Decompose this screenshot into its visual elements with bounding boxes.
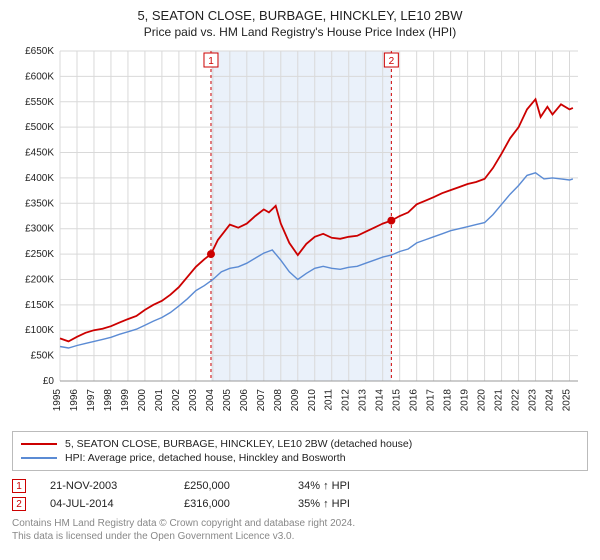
svg-text:2018: 2018 [443, 389, 454, 412]
legend-swatch [21, 457, 57, 459]
svg-text:£100K: £100K [25, 325, 54, 336]
svg-text:£150K: £150K [25, 300, 54, 311]
svg-text:2000: 2000 [137, 389, 148, 412]
svg-text:2020: 2020 [477, 389, 488, 412]
svg-text:£450K: £450K [25, 148, 54, 159]
svg-text:2002: 2002 [171, 389, 182, 412]
legend-label: 5, SEATON CLOSE, BURBAGE, HINCKLEY, LE10… [65, 438, 412, 450]
svg-text:2017: 2017 [426, 389, 437, 412]
title-address: 5, SEATON CLOSE, BURBAGE, HINCKLEY, LE10… [12, 8, 588, 23]
svg-text:£400K: £400K [25, 173, 54, 184]
svg-text:2024: 2024 [545, 389, 556, 412]
event-price: £316,000 [184, 498, 274, 510]
svg-text:2015: 2015 [392, 389, 403, 412]
svg-text:2004: 2004 [205, 389, 216, 412]
svg-text:1995: 1995 [52, 389, 63, 412]
title-subtitle: Price paid vs. HM Land Registry's House … [12, 25, 588, 39]
legend-swatch [21, 443, 57, 445]
svg-text:£200K: £200K [25, 274, 54, 285]
event-price: £250,000 [184, 480, 274, 492]
svg-text:1996: 1996 [69, 389, 80, 412]
svg-text:£350K: £350K [25, 198, 54, 209]
footer-line: This data is licensed under the Open Gov… [12, 530, 588, 543]
svg-text:£250K: £250K [25, 249, 54, 260]
svg-text:£600K: £600K [25, 71, 54, 82]
svg-text:£550K: £550K [25, 97, 54, 108]
svg-text:1998: 1998 [103, 389, 114, 412]
event-date: 21-NOV-2003 [50, 480, 160, 492]
svg-text:£300K: £300K [25, 224, 54, 235]
event-marker-icon: 2 [12, 497, 26, 511]
event-delta: 34% ↑ HPI [298, 480, 350, 492]
svg-text:1997: 1997 [86, 389, 97, 412]
title-block: 5, SEATON CLOSE, BURBAGE, HINCKLEY, LE10… [12, 8, 588, 39]
legend-label: HPI: Average price, detached house, Hinc… [65, 452, 346, 464]
svg-text:1999: 1999 [120, 389, 131, 412]
legend: 5, SEATON CLOSE, BURBAGE, HINCKLEY, LE10… [12, 431, 588, 471]
svg-text:2025: 2025 [562, 389, 573, 412]
sale-events: 1 21-NOV-2003 £250,000 34% ↑ HPI 2 04-JU… [12, 479, 588, 511]
svg-text:2014: 2014 [375, 389, 386, 412]
event-marker-icon: 1 [12, 479, 26, 493]
chart-area: £0 £50K £100K £150K £200K £250K £300K £350K £400… [12, 43, 588, 425]
svg-text:2012: 2012 [341, 389, 352, 412]
chart-svg: £0 £50K £100K £150K £200K £250K £300K £350K £400… [12, 43, 588, 425]
svg-text:2022: 2022 [511, 389, 522, 412]
svg-text:2016: 2016 [409, 389, 420, 412]
svg-text:2021: 2021 [494, 389, 505, 412]
svg-text:2009: 2009 [290, 389, 301, 412]
svg-text:£650K: £650K [25, 46, 54, 57]
svg-text:2003: 2003 [188, 389, 199, 412]
footer: Contains HM Land Registry data © Crown c… [12, 517, 588, 543]
svg-text:2010: 2010 [307, 389, 318, 412]
legend-item: 5, SEATON CLOSE, BURBAGE, HINCKLEY, LE10… [21, 438, 579, 450]
svg-text:2011: 2011 [324, 389, 335, 411]
svg-text:2007: 2007 [256, 389, 267, 412]
event-row: 1 21-NOV-2003 £250,000 34% ↑ HPI [12, 479, 588, 493]
chart-container: 5, SEATON CLOSE, BURBAGE, HINCKLEY, LE10… [0, 0, 600, 560]
svg-text:2006: 2006 [239, 389, 250, 412]
footer-line: Contains HM Land Registry data © Crown c… [12, 517, 588, 530]
svg-text:£500K: £500K [25, 122, 54, 133]
svg-text:2: 2 [389, 56, 395, 67]
svg-text:£50K: £50K [31, 351, 55, 362]
svg-text:2005: 2005 [222, 389, 233, 412]
event-row: 2 04-JUL-2014 £316,000 35% ↑ HPI [12, 497, 588, 511]
svg-text:1: 1 [208, 56, 214, 67]
svg-text:2008: 2008 [273, 389, 284, 412]
svg-text:2023: 2023 [528, 389, 539, 412]
event-date: 04-JUL-2014 [50, 498, 160, 510]
svg-text:2013: 2013 [358, 389, 369, 412]
svg-text:2019: 2019 [460, 389, 471, 412]
event-delta: 35% ↑ HPI [298, 498, 350, 510]
svg-text:£0: £0 [43, 376, 55, 387]
svg-text:2001: 2001 [154, 389, 165, 412]
legend-item: HPI: Average price, detached house, Hinc… [21, 452, 579, 464]
